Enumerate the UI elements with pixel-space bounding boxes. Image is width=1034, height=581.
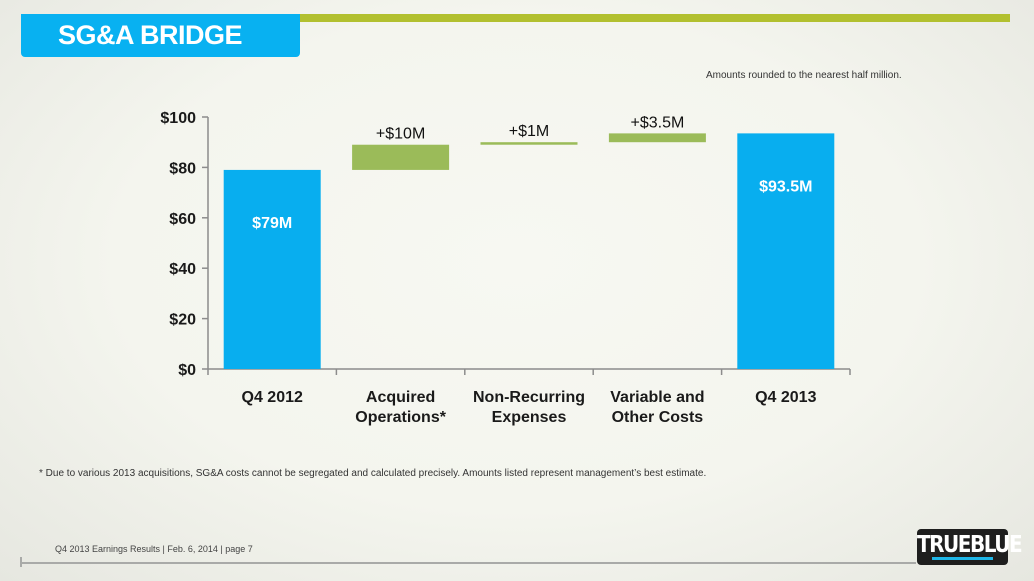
title-banner [21, 14, 300, 57]
x-category-label-line: Acquired [366, 389, 435, 406]
y-tick-label: $0 [178, 362, 196, 379]
y-tick-label: $80 [169, 160, 196, 177]
bar-value-label: +$3.5M [630, 114, 684, 131]
bar-labels: $79M +$10M +$1M +$3.5M $93.5M [252, 114, 812, 232]
increase-bar [608, 133, 706, 143]
bar-value-label: $79M [252, 215, 292, 232]
total-bar [223, 169, 321, 369]
bar-value-label: +$10M [376, 126, 425, 143]
footnote: * Due to various 2013 acquisitions, SG&A… [39, 468, 707, 479]
x-category-label: Acquired Operations* [355, 389, 446, 426]
bar-value-label: $93.5M [759, 178, 812, 195]
total-bar [737, 133, 835, 369]
logo-underline [932, 557, 993, 560]
x-category-label: Q4 2013 [755, 389, 816, 406]
y-tick-label: $60 [169, 211, 196, 228]
footer-text: Q4 2013 Earnings Results | Feb. 6, 2014 … [55, 544, 253, 554]
x-category-label-line: Variable and [610, 389, 704, 406]
x-category-label-line: Operations* [355, 409, 446, 426]
x-category-label-line: Q4 2013 [755, 389, 816, 406]
x-category-label-line: Expenses [492, 409, 567, 426]
x-category-label-line: Other Costs [612, 409, 704, 426]
rounding-note: Amounts rounded to the nearest half mill… [706, 70, 902, 81]
y-tick-label: $100 [160, 110, 196, 127]
trueblue-logo: TRUEBLUE [917, 529, 1023, 565]
increase-bar [352, 144, 450, 170]
sga-bridge-chart: $0 $20 $40 $60 $80 $100 Q4 2012 Acquired Operat… [160, 110, 851, 426]
header-accent-rule [300, 14, 1010, 22]
x-category-label: Non-Recurring Expenses [473, 389, 585, 426]
logo-wordmark: TRUEBLUE [917, 530, 1023, 558]
increase-bar [480, 142, 578, 145]
x-category-label: Q4 2012 [242, 389, 303, 406]
footer-line [21, 562, 916, 564]
y-tick-label: $20 [169, 312, 196, 329]
x-category-label: Variable and Other Costs [610, 389, 704, 426]
bars [223, 133, 835, 369]
bar-value-label: +$1M [509, 123, 549, 140]
y-tick-label: $40 [169, 261, 196, 278]
x-category-label-line: Q4 2012 [242, 389, 303, 406]
x-axis: Q4 2012 Acquired Operations* Non-Recurring E… [207, 368, 851, 426]
y-axis: $0 $20 $40 $60 $80 $100 [160, 110, 209, 379]
page-title: SG&A BRIDGE [58, 20, 243, 50]
x-category-label-line: Non-Recurring [473, 389, 585, 406]
